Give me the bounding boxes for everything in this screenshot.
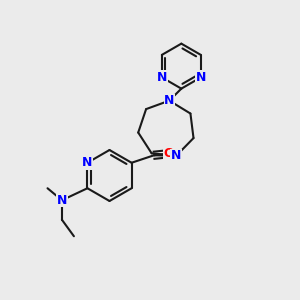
Text: N: N: [171, 149, 181, 162]
Text: N: N: [57, 194, 67, 207]
Text: N: N: [157, 71, 167, 84]
Text: N: N: [82, 156, 93, 169]
Text: N: N: [164, 94, 175, 107]
Text: O: O: [163, 147, 174, 160]
Text: N: N: [196, 71, 206, 84]
